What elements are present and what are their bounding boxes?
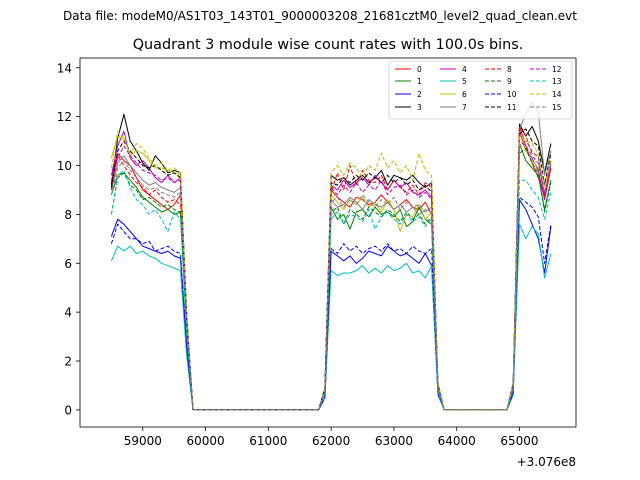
- x-tick-label: 59000: [124, 434, 162, 448]
- series-layer: [110, 101, 552, 411]
- legend-label-10: 10: [507, 90, 517, 99]
- y-tick-label: 6: [64, 257, 72, 271]
- y-tick-label: 2: [64, 355, 72, 369]
- x-offset-label: +3.076e8: [517, 455, 576, 469]
- legend-label-0: 0: [417, 65, 422, 74]
- y-tick-label: 10: [57, 159, 72, 173]
- x-tick-label: 61000: [249, 434, 287, 448]
- legend-label-4: 4: [462, 65, 467, 74]
- legend-label-1: 1: [417, 77, 422, 86]
- chart-title: Quadrant 3 module wise count rates with …: [133, 37, 524, 53]
- x-tick-label: 65000: [500, 434, 538, 448]
- legend-box: [388, 60, 573, 120]
- legend-label-2: 2: [417, 90, 422, 99]
- y-axis: 0 2 4 6 8 10 12 14: [57, 61, 80, 417]
- legend-label-11: 11: [507, 103, 517, 112]
- y-tick-label: 12: [57, 110, 72, 124]
- legend-label-14: 14: [552, 90, 562, 99]
- legend-label-9: 9: [507, 77, 512, 86]
- y-tick-label: 14: [57, 61, 72, 75]
- figure-header: Data file: modeM0/AS1T03_143T01_90000032…: [63, 9, 577, 23]
- x-tick-label: 60000: [186, 434, 224, 448]
- x-axis: 59000 60000 61000 62000 63000 64000 65000: [124, 427, 539, 448]
- legend-label-15: 15: [552, 103, 562, 112]
- plot-area: 59000 60000 61000 62000 63000 64000 65000 0 2 4 6…: [57, 57, 577, 469]
- y-tick-label: 4: [64, 306, 72, 320]
- legend-label-12: 12: [552, 65, 562, 74]
- legend-label-5: 5: [462, 77, 467, 86]
- legend-label-8: 8: [507, 65, 512, 74]
- axes-frame: [79, 57, 577, 428]
- legend-label-7: 7: [462, 103, 467, 112]
- y-tick-label: 8: [64, 208, 72, 222]
- legend-label-13: 13: [552, 77, 562, 86]
- legend-label-6: 6: [462, 90, 467, 99]
- legend-label-3: 3: [417, 103, 422, 112]
- x-tick-label: 64000: [438, 434, 476, 448]
- series-line-15: [110, 140, 552, 411]
- x-tick-label: 62000: [312, 434, 350, 448]
- x-tick-label: 63000: [375, 434, 413, 448]
- y-tick-label: 0: [64, 403, 72, 417]
